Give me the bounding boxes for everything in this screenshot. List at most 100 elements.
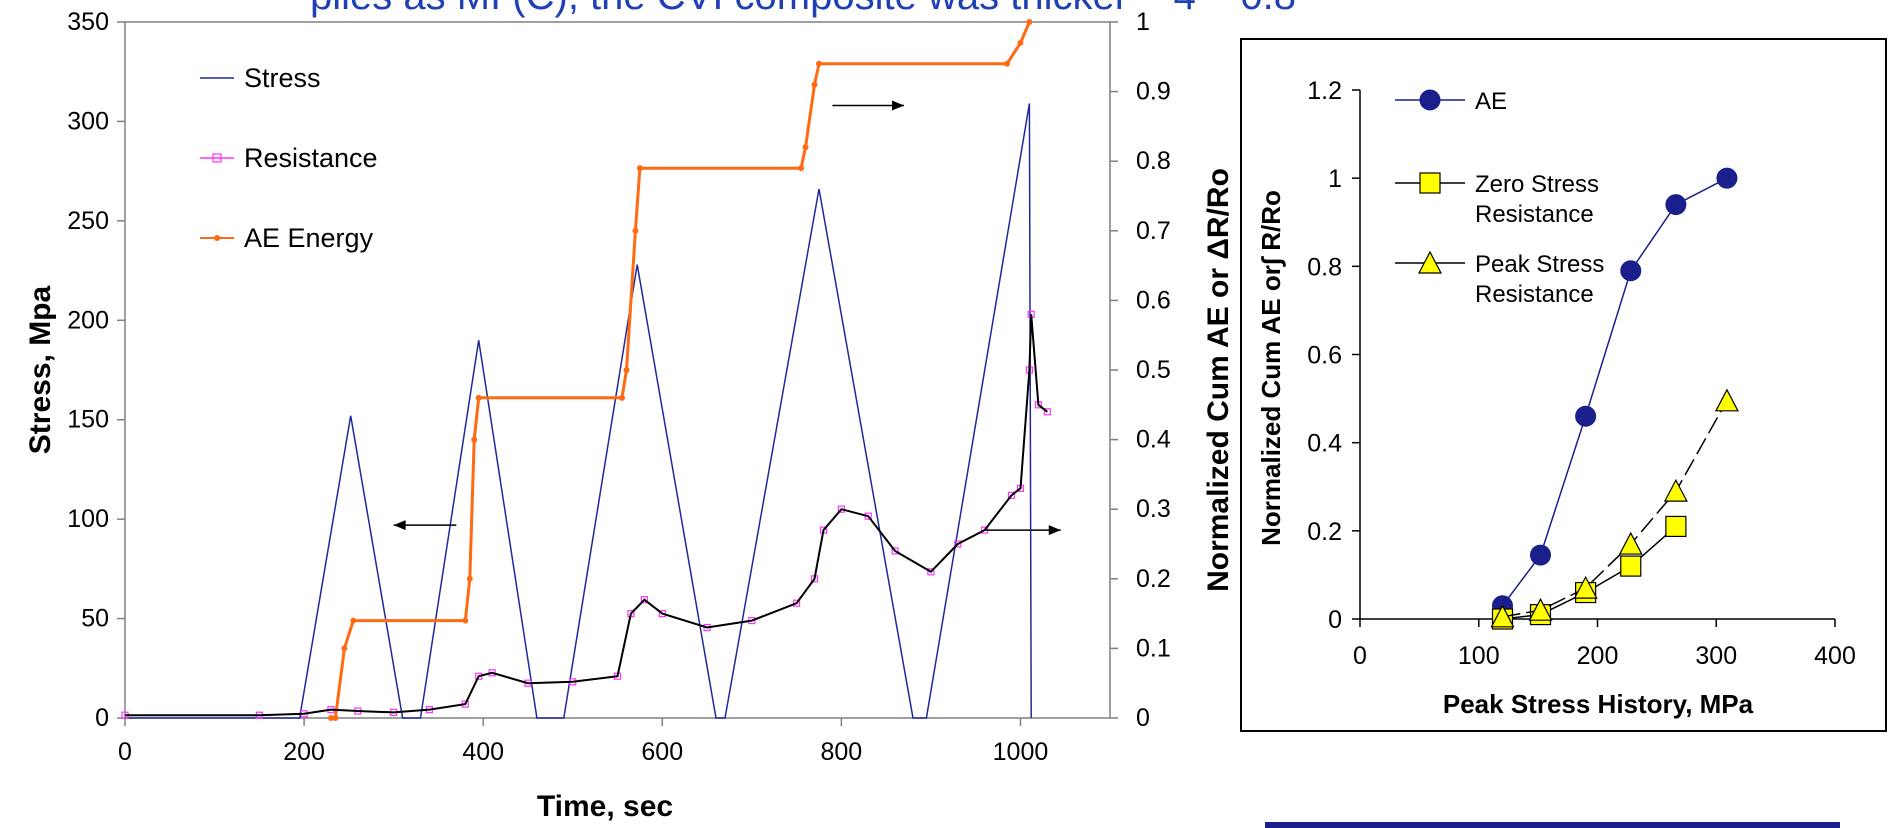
data-point (1573, 575, 1598, 599)
resistance-trend-line (125, 314, 1048, 717)
legend-marker (214, 235, 220, 241)
axis-arrow-head (1048, 525, 1061, 536)
data-point (1663, 478, 1688, 502)
data-point (1026, 19, 1033, 25)
y-tick-label: 100 (67, 505, 109, 533)
y2-tick-label: 0 (1136, 704, 1150, 732)
data-point (891, 547, 899, 555)
data-point (1665, 194, 1687, 216)
y-tick-label: 0.6 (1307, 342, 1342, 370)
y2-tick-label: 0.6 (1136, 286, 1171, 314)
legend-label: Resistance (1475, 201, 1594, 228)
axis-arrow-head (393, 520, 406, 531)
data-point (802, 144, 809, 151)
legend-marker (212, 153, 222, 163)
legend-label: Resistance (1475, 281, 1594, 308)
x-axis-label: Time, sec (537, 790, 673, 823)
y-tick-label: 200 (67, 306, 109, 334)
y-tick-label: 150 (67, 406, 109, 434)
plot-frame (124, 21, 1111, 719)
y-tick-label: 1 (1328, 165, 1342, 193)
data-point (1007, 491, 1016, 499)
legend-item: Zero Stress Resistance (1395, 171, 1599, 228)
x-tick-label: 400 (1814, 642, 1856, 670)
y2-tick-label: 0.3 (1136, 495, 1171, 523)
y2-tick-label: 0.9 (1136, 78, 1171, 106)
y2-tick-label: 0.4 (1136, 426, 1171, 454)
inset-border (1240, 38, 1887, 732)
data-point (618, 394, 625, 401)
legend-label: AE Energy (244, 223, 374, 253)
y-tick-label: 0 (1328, 606, 1342, 634)
data-point (462, 617, 469, 624)
data-point (341, 645, 348, 652)
y-tick-label: 0.8 (1307, 253, 1342, 281)
y2-tick-label: 0.1 (1136, 634, 1171, 662)
x-tick-label: 100 (1458, 642, 1500, 670)
y-axis-label: Stress, Mpa (24, 285, 57, 454)
y2-tick-label: 0.7 (1136, 217, 1171, 245)
data-point (632, 227, 639, 234)
legend-label: Resistance (244, 143, 378, 173)
data-point (1528, 597, 1553, 621)
y-tick-label: 250 (67, 207, 109, 235)
legend-item: Peak Stress Resistance (1395, 250, 1604, 308)
legend-item: AE Energy (200, 223, 374, 253)
data-point (815, 60, 822, 67)
y-tick-label: 50 (81, 605, 109, 633)
data-point (332, 715, 339, 721)
legend-item: Stress (200, 63, 321, 93)
legend-item: Resistance (200, 143, 378, 173)
x-tick-label: 0 (1353, 642, 1367, 670)
data-point (927, 568, 935, 576)
data-point (471, 436, 478, 443)
data-point (1530, 544, 1551, 566)
y2-axis-label: Normalized Cum AE or ΔR/Ro (1202, 168, 1235, 592)
y-axis-label: Normalized Cum AE or∫ R/Ro (1256, 190, 1286, 546)
legend-label: AE (1475, 88, 1507, 115)
legend-label: Stress (244, 63, 321, 93)
data-point (1418, 250, 1442, 274)
y-tick-label: 0.2 (1307, 518, 1342, 546)
x-tick-label: 1000 (993, 738, 1049, 766)
data-point (1716, 167, 1738, 189)
data-point (1714, 388, 1739, 412)
x-tick-label: 300 (1695, 642, 1737, 670)
data-point (1665, 515, 1687, 538)
data-point (1575, 405, 1597, 427)
data-point (1419, 89, 1441, 111)
y2-tick-label: 0.5 (1136, 356, 1171, 384)
data-point (466, 575, 473, 582)
y-tick-label: 300 (67, 107, 109, 135)
data-point (1620, 260, 1642, 282)
legend-label: Peak Stress (1475, 251, 1604, 278)
y-tick-label: 350 (67, 8, 109, 36)
data-point (623, 367, 630, 373)
series-stress (125, 103, 1032, 719)
bottom-accent-bar (1265, 822, 1840, 828)
series-line (125, 103, 1032, 719)
data-point (640, 596, 648, 604)
series-line (331, 21, 1031, 720)
x-tick-label: 600 (641, 738, 683, 766)
series-ae-energy (327, 19, 1033, 721)
y-tick-label: 1.2 (1307, 77, 1342, 105)
slide-caption: plies as MI (C), the CVI composite was t… (310, 0, 1296, 19)
data-point (1620, 555, 1642, 577)
legend-item: AE (1395, 88, 1507, 115)
y-tick-label: 0.4 (1307, 430, 1342, 458)
data-point (798, 165, 805, 172)
data-point (636, 165, 643, 172)
x-tick-label: 0 (118, 738, 132, 766)
y2-tick-label: 0.2 (1136, 565, 1171, 593)
data-point (475, 394, 482, 401)
x-tick-label: 800 (821, 738, 863, 766)
data-point (1419, 172, 1441, 194)
data-point (1017, 39, 1024, 46)
data-point (1618, 531, 1643, 555)
data-point (1490, 604, 1515, 628)
x-tick-label: 200 (283, 738, 325, 766)
x-tick-label: 200 (1577, 642, 1619, 670)
x-axis-label: Peak Stress History, MPa (1443, 689, 1754, 719)
data-point (1043, 408, 1051, 416)
